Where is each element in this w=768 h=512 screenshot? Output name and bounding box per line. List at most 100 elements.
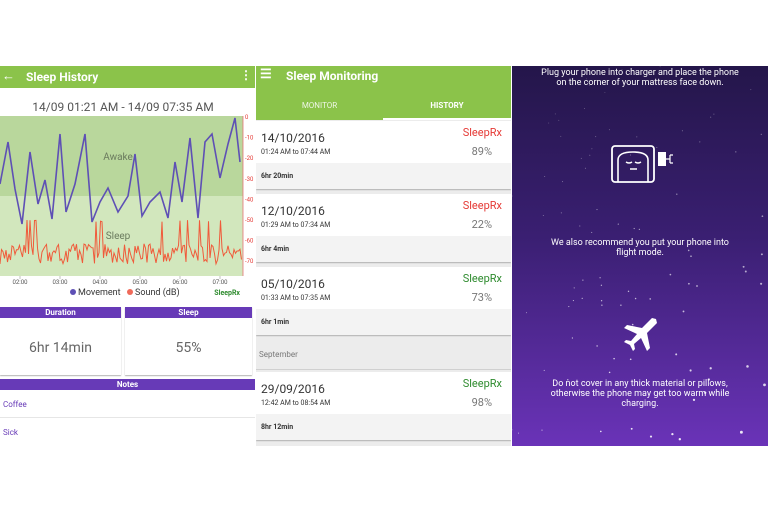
star xyxy=(638,228,641,231)
star xyxy=(600,284,603,286)
app-bar: ← Sleep History ⋮ xyxy=(0,66,255,88)
star xyxy=(591,231,593,233)
history-card[interactable]: 29/09/2016 12:42 AM to 08:54 AM SleepRx 98%… xyxy=(256,372,511,440)
history-card[interactable]: 12/10/2016 01:29 AM to 07:34 AM SleepRx 22%… xyxy=(256,194,511,262)
sound-trace xyxy=(0,219,242,266)
star xyxy=(608,129,610,131)
date: 29/09/2016 xyxy=(261,382,325,396)
stat-value: 55% xyxy=(175,340,202,356)
tip: Plug your phone into charger and place t… xyxy=(541,68,739,88)
brand: SleepRx xyxy=(462,199,502,212)
brand: SleepRx xyxy=(462,377,502,390)
star xyxy=(678,438,681,441)
sound-line xyxy=(0,219,242,266)
bed-icon xyxy=(611,145,673,183)
right-tick-label: -70 xyxy=(245,258,254,265)
star xyxy=(682,310,685,313)
star xyxy=(543,369,545,371)
star xyxy=(636,136,638,138)
star xyxy=(613,357,615,360)
star xyxy=(544,176,546,178)
section-header: September xyxy=(259,350,298,359)
duration: 6hr 1min xyxy=(261,318,290,326)
tab-indicator xyxy=(383,118,511,120)
score: 98% xyxy=(471,396,492,409)
right-tick-label: -30 xyxy=(245,176,254,183)
card-footer xyxy=(256,163,511,189)
legend-swatch xyxy=(127,289,133,295)
card-footer xyxy=(256,236,511,262)
tab[interactable]: MONITOR xyxy=(301,101,338,110)
date-range: 14/09 01:21 AM - 14/09 07:35 AM xyxy=(32,100,214,114)
star xyxy=(750,89,752,91)
notes-header: Notes xyxy=(0,379,255,390)
star xyxy=(581,297,583,299)
star xyxy=(739,430,743,434)
right-tick-label: 0 xyxy=(245,114,249,121)
x-tick-label: 07:00 xyxy=(213,279,229,286)
star xyxy=(629,358,632,361)
star xyxy=(583,108,585,109)
star xyxy=(512,195,513,197)
zone-label: Sleep xyxy=(106,231,131,242)
star xyxy=(580,157,582,159)
card-footer xyxy=(256,309,511,335)
note[interactable]: Sick xyxy=(3,428,18,437)
sleep-monitoring-panel: ☰ Sleep Monitoring MONITOR HISTORY 14/10… xyxy=(256,66,511,446)
date: 14/10/2016 xyxy=(261,131,325,145)
star xyxy=(596,345,598,347)
tab-selected[interactable]: HISTORY xyxy=(430,101,464,110)
star xyxy=(687,249,690,252)
star xyxy=(692,398,696,402)
menu-button[interactable]: ⋮ xyxy=(240,68,252,82)
time-range: 01:29 AM to 07:34 AM xyxy=(261,221,331,229)
back-button[interactable]: ← xyxy=(2,69,15,84)
note[interactable]: Coffee xyxy=(3,400,27,409)
time-range: 01:33 AM to 07:35 AM xyxy=(261,294,331,302)
star xyxy=(586,78,587,80)
star xyxy=(630,427,633,430)
star xyxy=(760,133,762,135)
star xyxy=(763,383,766,387)
star xyxy=(699,141,701,143)
star xyxy=(562,181,564,183)
right-tick-label: -20 xyxy=(245,155,254,162)
star xyxy=(560,135,562,137)
star xyxy=(558,119,560,121)
brand: SleepRx xyxy=(462,272,502,285)
history-card[interactable]: 05/10/2016 01:33 AM to 07:35 AM SleepRx 73%… xyxy=(256,267,511,335)
brand: SleepRx xyxy=(214,289,240,297)
star xyxy=(599,277,601,279)
title: Sleep History xyxy=(26,70,99,84)
duration: 6hr 4min xyxy=(261,245,290,253)
star xyxy=(633,227,635,230)
card-footer xyxy=(256,414,511,440)
star xyxy=(709,367,712,370)
time-range: 01:24 AM to 07:44 AM xyxy=(261,148,331,156)
star xyxy=(525,312,527,314)
star xyxy=(760,253,763,256)
star xyxy=(617,223,619,225)
star xyxy=(649,298,651,300)
sleep-history-panel: ← Sleep History ⋮ 14/09 01:21 AM - 14/09… xyxy=(0,66,255,446)
x-tick-label: 05:00 xyxy=(133,279,149,286)
star xyxy=(608,371,611,374)
right-tick-label: -10 xyxy=(245,135,254,142)
x-tick-label: 04:00 xyxy=(93,279,109,286)
date: 05/10/2016 xyxy=(261,277,325,291)
app-bar: ☰ Sleep Monitoring MONITOR HISTORY xyxy=(256,66,511,120)
star xyxy=(542,214,544,216)
x-tick-label: 03:00 xyxy=(53,279,69,286)
legend-label: Sound (dB) xyxy=(135,287,180,298)
star xyxy=(649,435,653,438)
history-card[interactable]: 14/10/2016 01:24 AM to 07:44 AM SleepRx 89%… xyxy=(256,121,511,189)
menu-button[interactable]: ☰ xyxy=(260,67,272,82)
star xyxy=(591,148,593,150)
right-tick-label: -50 xyxy=(245,217,254,224)
stat-card: Sleep 55% xyxy=(125,307,252,375)
star xyxy=(584,167,586,169)
x-tick-label: 06:00 xyxy=(173,279,189,286)
starfield xyxy=(512,66,766,441)
star xyxy=(517,432,519,434)
star xyxy=(675,353,678,356)
